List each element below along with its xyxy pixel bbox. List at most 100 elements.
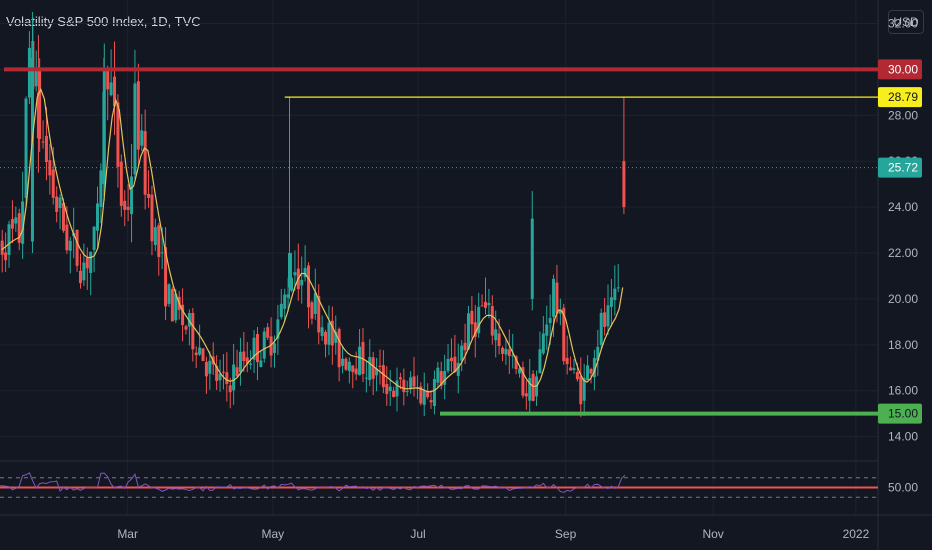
candle-body xyxy=(464,343,467,350)
candle-body xyxy=(324,332,327,344)
candle-body xyxy=(11,219,14,229)
price-tick-label: 24.00 xyxy=(888,200,918,214)
price-tag-label: 28.79 xyxy=(888,90,918,104)
candle-body xyxy=(293,272,296,275)
candle-body xyxy=(491,306,494,336)
candle-body xyxy=(392,391,395,397)
candle-body xyxy=(79,271,82,283)
candle-body xyxy=(86,258,89,268)
candle-body xyxy=(259,360,262,367)
candle-body xyxy=(531,219,534,299)
time-tick-label: Mar xyxy=(117,527,138,541)
candle-body xyxy=(576,372,579,379)
candle-body xyxy=(552,279,555,317)
candle-body xyxy=(314,293,317,314)
price-tick-label: 28.00 xyxy=(888,108,918,122)
candle-body xyxy=(89,252,92,273)
price-tick-label: 22.00 xyxy=(888,246,918,260)
candle-body xyxy=(344,359,347,370)
time-tick-label: Nov xyxy=(702,527,723,541)
candle-body xyxy=(508,349,511,355)
candle-body xyxy=(368,357,371,380)
candle-body xyxy=(184,326,187,330)
candle-body xyxy=(198,348,201,355)
candle-body xyxy=(481,305,484,306)
candle-body xyxy=(372,357,375,378)
candle-body xyxy=(579,376,582,404)
candle-body xyxy=(413,376,416,386)
candle-body xyxy=(59,197,62,208)
candle-body xyxy=(358,347,361,375)
candle-body xyxy=(433,379,436,406)
candle-body xyxy=(150,195,153,242)
candle-body xyxy=(338,329,341,367)
price-tag: 30.00 xyxy=(878,59,922,79)
candle-body xyxy=(127,207,130,210)
candle-body xyxy=(28,48,31,98)
candle-body xyxy=(470,311,473,324)
candle-body xyxy=(99,170,102,206)
candle-body xyxy=(208,361,211,374)
candle-body xyxy=(555,283,558,314)
candle-body xyxy=(236,367,239,376)
candle-body xyxy=(102,92,105,184)
candle-body xyxy=(147,194,150,198)
candle-body xyxy=(161,252,164,253)
candle-body xyxy=(42,141,45,142)
candle-body xyxy=(600,313,603,345)
candle-body xyxy=(525,393,528,396)
candle-body xyxy=(447,359,450,371)
time-tick-label: Sep xyxy=(555,527,577,541)
candle-body xyxy=(450,358,453,361)
candle-body xyxy=(396,381,399,397)
price-tag-label: 15.00 xyxy=(888,407,918,421)
candle-body xyxy=(266,327,269,337)
candle-body xyxy=(532,374,535,401)
candle-body xyxy=(327,323,330,345)
candle-body xyxy=(607,305,610,326)
candle-body xyxy=(288,253,291,287)
candle-body xyxy=(566,358,569,364)
candle-body xyxy=(423,390,426,404)
candle-body xyxy=(542,334,545,354)
candle-body xyxy=(45,136,48,162)
candle-body xyxy=(93,227,96,250)
candle-body xyxy=(436,368,439,383)
candle-body xyxy=(82,263,85,281)
candle-body xyxy=(55,197,58,212)
candle-body xyxy=(96,203,99,230)
candle-body xyxy=(487,303,490,305)
candle-body xyxy=(460,346,463,361)
candle-body xyxy=(443,371,446,385)
candle-body xyxy=(406,391,409,392)
candles xyxy=(0,12,625,417)
candle-body xyxy=(549,318,552,323)
candle-body xyxy=(613,289,616,300)
candle-body xyxy=(195,353,198,356)
candle-body xyxy=(283,295,286,309)
price-tick-label: 32.00 xyxy=(888,16,918,30)
rsi-line xyxy=(0,473,625,493)
candle-body xyxy=(430,400,433,402)
price-tag-label: 30.00 xyxy=(888,62,918,76)
price-tick-label: 20.00 xyxy=(888,292,918,306)
candle-body xyxy=(409,377,412,389)
candle-body xyxy=(167,284,170,304)
candle-body xyxy=(144,131,147,195)
candle-body xyxy=(110,82,113,95)
candle-body xyxy=(130,177,133,215)
candle-body xyxy=(351,365,354,372)
price-tag: 25.72 xyxy=(878,158,922,178)
candle-body xyxy=(617,287,620,288)
candle-body xyxy=(154,227,157,245)
candle-body xyxy=(389,387,392,391)
candle-body xyxy=(280,304,283,317)
candle-body xyxy=(133,83,136,174)
candle-body xyxy=(498,333,501,346)
candle-body xyxy=(205,362,208,376)
candle-body xyxy=(171,289,174,322)
time-tick-label: May xyxy=(262,527,285,541)
candle-body xyxy=(402,380,405,392)
candle-body xyxy=(603,312,606,326)
